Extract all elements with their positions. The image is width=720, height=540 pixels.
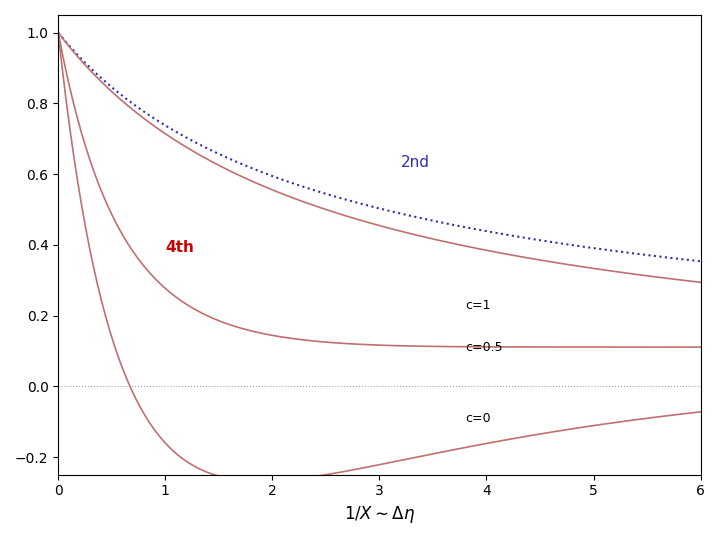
X-axis label: $1/X \sim \Delta\eta$: $1/X \sim \Delta\eta$ — [344, 504, 415, 525]
Text: 4th: 4th — [166, 240, 194, 255]
Text: 2nd: 2nd — [401, 155, 430, 170]
Text: c=0.5: c=0.5 — [465, 341, 503, 354]
Text: c=0: c=0 — [465, 411, 490, 424]
Text: c=1: c=1 — [465, 299, 490, 312]
